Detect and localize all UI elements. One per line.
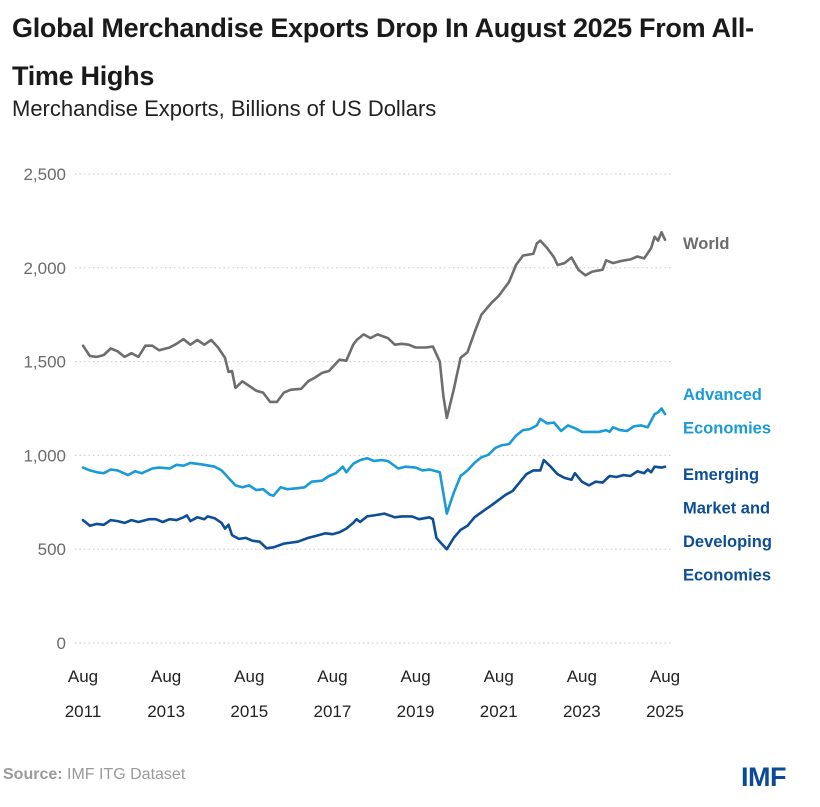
series-label: Market and xyxy=(683,500,770,518)
series-label: Economies xyxy=(683,567,771,585)
series-label: World xyxy=(683,235,729,253)
series-line-world xyxy=(81,230,667,420)
x-tick-label-year: 2021 xyxy=(480,702,518,721)
x-tick-label-year: 2023 xyxy=(563,702,601,721)
x-tick-label-month: Aug xyxy=(317,667,347,686)
series-label: Advanced xyxy=(683,386,762,404)
chart-subtitle: Merchandise Exports, Billions of US Doll… xyxy=(12,96,437,121)
x-tick-label-month: Aug xyxy=(567,667,597,686)
x-tick-label-month: Aug xyxy=(234,667,264,686)
x-tick-label-year: 2025 xyxy=(646,702,684,721)
x-tick-label-month: Aug xyxy=(650,667,680,686)
y-tick-label: 2,500 xyxy=(23,165,66,184)
y-tick-label: 1,500 xyxy=(23,353,66,372)
x-tick-label-year: 2015 xyxy=(230,702,268,721)
chart-title: Global Merchandise Exports Drop In Augus… xyxy=(12,13,754,91)
source-text: IMF ITG Dataset xyxy=(62,766,186,783)
series-line-emerging-market-and-developing-economies xyxy=(81,458,667,551)
x-tick-label-year: 2011 xyxy=(65,702,102,721)
y-tick-label: 500 xyxy=(38,540,66,559)
x-tick-label-month: Aug xyxy=(151,667,181,686)
series-label: Developing xyxy=(683,533,772,551)
x-tick-label-year: 2013 xyxy=(147,702,185,721)
y-tick-label: 2,000 xyxy=(23,259,66,278)
imf-logo: IMF xyxy=(741,762,787,792)
source-label: Source: xyxy=(3,766,63,783)
series-label: Emerging xyxy=(683,466,759,484)
x-tick-label-month: Aug xyxy=(68,667,98,686)
x-tick-label-year: 2019 xyxy=(397,702,435,721)
x-tick-label-year: 2017 xyxy=(314,702,352,721)
x-tick-label-month: Aug xyxy=(400,667,430,686)
x-tick-label-month: Aug xyxy=(484,667,514,686)
y-tick-label: 1,000 xyxy=(23,446,66,465)
series-line-advanced-economies xyxy=(81,407,667,515)
source-note: Source: IMF ITG Dataset xyxy=(3,766,185,784)
series-label: Economies xyxy=(683,420,771,438)
y-tick-label: 0 xyxy=(57,634,66,653)
